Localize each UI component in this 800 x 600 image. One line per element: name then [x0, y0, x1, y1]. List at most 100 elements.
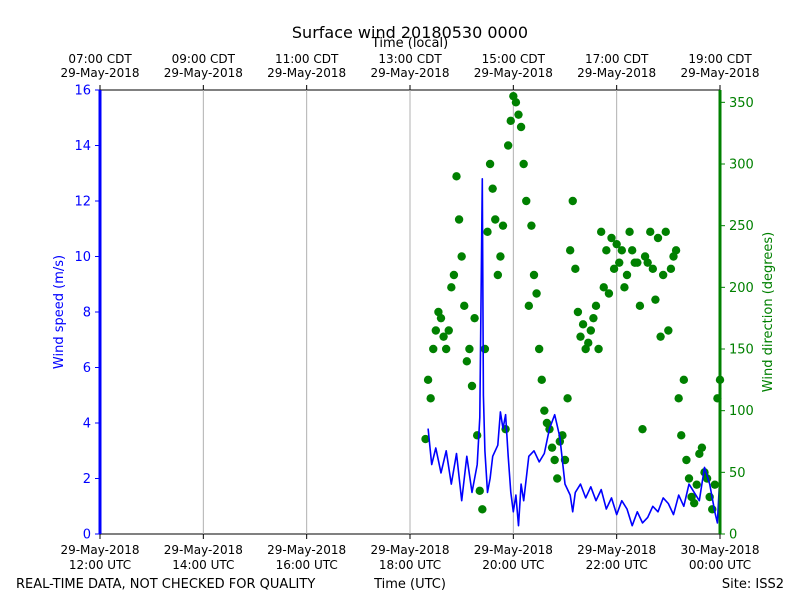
wind-direction-point [664, 326, 673, 335]
wind-direction-point [462, 357, 472, 366]
wind-direction-point [679, 375, 689, 385]
wind-direction-point [524, 301, 534, 311]
wind-direction-point [571, 264, 580, 274]
right-tick-label: 0 [729, 528, 737, 543]
left-tick-label: 16 [74, 84, 91, 99]
wind-direction-point [441, 344, 451, 354]
left-tick-label: 12 [74, 195, 91, 210]
wind-direction-point [646, 227, 655, 237]
wind-direction-point [447, 283, 456, 292]
x-tick-date-label: 29-May-2018 [474, 543, 553, 557]
left-tick-label: 8 [83, 306, 91, 321]
wind-direction-point [563, 394, 572, 403]
x-tick-date-label: 29-May-2018 [370, 543, 449, 557]
top-tick-time-label: 15:00 CDT [482, 52, 546, 66]
wind-direction-point [651, 295, 660, 304]
left-axis-label: Wind speed (m/s) [52, 255, 67, 369]
x-tick-date-label: 29-May-2018 [164, 543, 243, 557]
wind-direction-point [537, 375, 546, 385]
wind-direction-point [444, 326, 453, 335]
wind-direction-point [514, 110, 523, 119]
wind-direction-point [511, 98, 521, 107]
wind-direction-point [684, 474, 694, 483]
grid-lines [202, 90, 618, 534]
wind-direction-point [452, 172, 461, 181]
left-tick-label: 6 [83, 361, 91, 376]
wind-direction-point [493, 270, 503, 280]
top-tick-time-label: 07:00 CDT [68, 52, 132, 66]
wind-direction-point [635, 301, 645, 311]
wind-direction-point [594, 344, 603, 354]
wind-direction-point [625, 227, 634, 237]
wind-direction-point [609, 264, 619, 274]
wind-direction-point [475, 486, 484, 496]
wind-direction-point [697, 443, 707, 452]
wind-direction-point [485, 159, 495, 169]
top-tick-time-label: 17:00 CDT [585, 52, 649, 66]
top-tick-date-label: 29-May-2018 [680, 66, 759, 80]
wind-direction-point [620, 283, 629, 292]
wind-direction-point [519, 159, 528, 169]
top-axis-label: Time (local) [371, 36, 448, 51]
wind-direction-point [604, 289, 614, 298]
top-tick-date-label: 29-May-2018 [60, 66, 139, 80]
top-tick-time-label: 11:00 CDT [275, 52, 339, 66]
wind-direction-point [602, 246, 611, 255]
x-tick-time-label: 12:00 UTC [69, 558, 131, 572]
wind-direction-point [496, 252, 505, 261]
left-tick-label: 4 [83, 417, 91, 432]
wind-direction-point [653, 233, 663, 243]
wind-direction-point [503, 141, 513, 150]
x-tick-time-label: 14:00 UTC [172, 558, 234, 572]
wind-direction-point [565, 246, 575, 255]
top-tick-time-label: 13:00 CDT [378, 52, 442, 66]
x-tick-time-label: 20:00 UTC [482, 558, 544, 572]
wind-direction-point [527, 221, 536, 230]
wind-direction-point [553, 474, 562, 483]
left-tick-label: 14 [74, 139, 91, 154]
wind-direction-point [467, 381, 477, 391]
x-tick-date-label: 29-May-2018 [267, 543, 346, 557]
wind-direction-point [599, 283, 608, 292]
wind-direction-point [547, 443, 557, 452]
wind-direction-point [633, 258, 642, 267]
wind-direction-point [674, 394, 683, 403]
top-tick-date-label: 29-May-2018 [577, 66, 656, 80]
wind-direction-point [658, 270, 668, 280]
left-tick-label: 10 [74, 250, 91, 265]
wind-direction-point [454, 215, 464, 224]
wind-direction-point [480, 344, 490, 354]
wind-direction-point [449, 270, 459, 280]
x-tick-time-label: 22:00 UTC [586, 558, 648, 572]
right-tick-label: 350 [729, 96, 754, 111]
wind-direction-point [457, 252, 466, 261]
wind-direction-point [522, 196, 531, 206]
wind-direction-point [540, 406, 549, 415]
top-tick-date-label: 29-May-2018 [164, 66, 243, 80]
wind-direction-point [436, 313, 446, 323]
right-axis-label: Wind direction (degrees) [761, 232, 776, 392]
wind-direction-point [682, 455, 691, 465]
wind-direction-point [710, 480, 720, 489]
left-axis-ticks: 0 2 4 6 8 10 12 14 16 [74, 84, 100, 543]
wind-direction-point [584, 338, 593, 348]
wind-direction-point [643, 258, 652, 267]
left-tick-label: 0 [83, 528, 91, 543]
wind-direction-point [689, 498, 699, 508]
x-tick-time-label: 16:00 UTC [276, 558, 338, 572]
x-tick-time-label: 00:00 UTC [689, 558, 751, 572]
right-tick-label: 50 [729, 466, 746, 481]
wind-direction-point [488, 184, 497, 193]
wind-direction-series [421, 91, 725, 514]
wind-direction-point [666, 264, 676, 274]
wind-direction-point [532, 289, 541, 298]
wind-direction-point [460, 301, 469, 311]
wind-direction-point [506, 116, 515, 126]
site-label: Site: ISS2 [722, 577, 784, 592]
wind-direction-point [491, 215, 500, 224]
wind-direction-point [589, 313, 598, 323]
x-tick-date-label: 29-May-2018 [577, 543, 656, 557]
wind-direction-point [431, 326, 441, 335]
wind-direction-point [596, 227, 606, 237]
wind-direction-point [612, 239, 621, 249]
